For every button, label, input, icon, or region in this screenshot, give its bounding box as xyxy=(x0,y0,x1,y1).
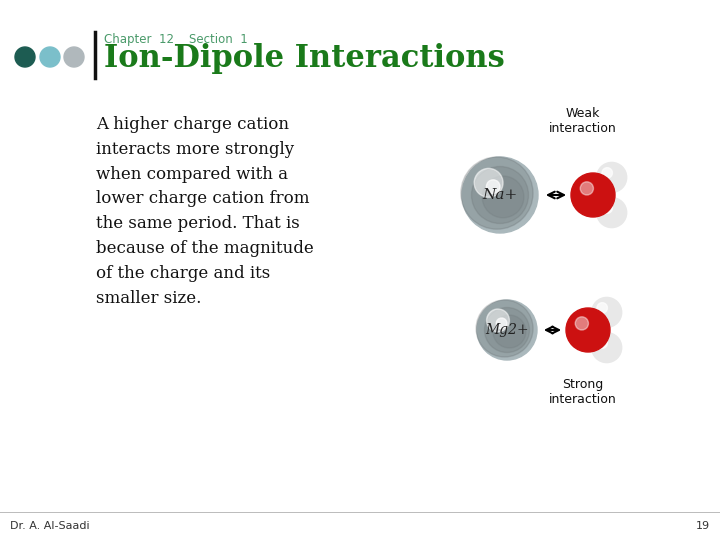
Circle shape xyxy=(496,318,507,329)
Circle shape xyxy=(597,302,608,313)
Text: Ion-Dipole Interactions: Ion-Dipole Interactions xyxy=(104,43,505,74)
Circle shape xyxy=(461,157,533,229)
Text: Dr. A. Al-Saadi: Dr. A. Al-Saadi xyxy=(10,521,89,531)
Circle shape xyxy=(462,157,538,233)
Text: A higher charge cation
interacts more strongly
when compared with a
lower charge: A higher charge cation interacts more st… xyxy=(96,116,314,307)
Circle shape xyxy=(580,182,593,195)
Circle shape xyxy=(486,180,500,193)
Circle shape xyxy=(592,333,621,362)
Circle shape xyxy=(592,298,621,327)
Circle shape xyxy=(493,315,526,348)
Circle shape xyxy=(575,317,588,330)
Circle shape xyxy=(477,300,537,360)
Text: Na+: Na+ xyxy=(482,188,518,202)
Circle shape xyxy=(597,338,608,348)
Circle shape xyxy=(476,300,533,357)
Text: Weak
interaction: Weak interaction xyxy=(549,107,617,135)
Circle shape xyxy=(482,176,524,218)
Text: Mg2+: Mg2+ xyxy=(485,323,528,337)
Circle shape xyxy=(64,47,84,67)
Circle shape xyxy=(602,203,613,213)
Circle shape xyxy=(15,47,35,67)
Circle shape xyxy=(40,47,60,67)
Text: Strong
interaction: Strong interaction xyxy=(549,378,617,406)
Circle shape xyxy=(602,167,613,178)
Circle shape xyxy=(566,308,610,352)
Circle shape xyxy=(487,309,510,332)
Circle shape xyxy=(474,168,503,197)
Circle shape xyxy=(472,166,528,224)
Circle shape xyxy=(597,163,626,192)
Text: 19: 19 xyxy=(696,521,710,531)
Circle shape xyxy=(571,173,615,217)
Circle shape xyxy=(597,198,626,227)
Circle shape xyxy=(485,307,529,353)
Text: Chapter  12    Section  1: Chapter 12 Section 1 xyxy=(104,33,248,46)
